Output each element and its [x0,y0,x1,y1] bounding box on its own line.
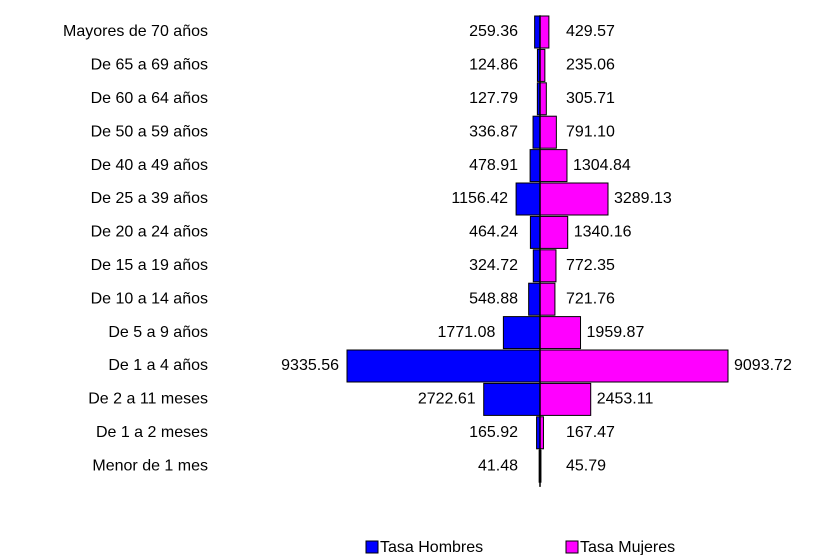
bar [483,382,541,416]
category-label: De 60 a 64 años [91,90,208,107]
value-label: 429.57 [566,23,615,40]
value-label: 1304.84 [573,157,631,174]
value-label: 2722.61 [418,391,476,408]
value-label: 259.36 [469,23,518,40]
bar [539,149,568,183]
bar [529,149,541,183]
bar [346,349,541,383]
bar [532,249,541,283]
value-label: 721.76 [566,290,615,307]
legend-label: Tasa Mujeres [580,539,675,555]
value-label: 165.92 [469,424,518,441]
category-label: De 1 a 4 años [108,357,208,374]
bar [515,182,541,216]
value-label: 1771.08 [438,324,496,341]
value-label: 127.79 [469,90,518,107]
value-label: 791.10 [566,123,615,140]
value-label: 336.87 [469,123,518,140]
category-label: Mayores de 70 años [63,23,208,40]
category-label: De 50 a 59 años [91,123,208,140]
value-label: 41.48 [478,457,518,474]
bar [529,215,541,249]
legend-swatch [565,540,579,554]
value-label: 2453.11 [597,391,654,408]
value-label: 167.47 [566,424,615,441]
category-label: De 65 a 69 años [91,57,208,74]
legend-swatch [365,540,379,554]
bar [539,282,556,316]
bar [539,115,557,149]
value-label: 324.72 [469,257,518,274]
value-label: 1156.42 [451,190,508,207]
category-label: Menor de 1 mes [92,457,208,474]
value-label: 1340.16 [574,224,632,241]
category-label: De 5 a 9 años [108,324,208,341]
category-label: De 1 a 2 meses [96,424,208,441]
bar [539,349,729,383]
category-label: De 15 a 19 años [91,257,208,274]
value-label: 464.24 [469,224,518,241]
bar [539,249,557,283]
bar [502,316,541,350]
value-label: 478.91 [469,157,518,174]
bar [539,215,569,249]
value-label: 9093.72 [734,357,792,374]
bar [534,15,541,49]
bar [539,182,609,216]
bar [539,15,550,49]
category-label: De 2 a 11 meses [88,391,208,408]
category-label: De 10 a 14 años [91,290,208,307]
value-label: 3289.13 [614,190,672,207]
category-label: De 40 a 49 años [91,157,208,174]
value-label: 45.79 [566,457,606,474]
bar [539,82,547,116]
bar [528,282,541,316]
value-label: 235.06 [566,57,615,74]
legend-label: Tasa Hombres [380,539,483,555]
bar [532,115,541,149]
bar [539,382,592,416]
value-label: 305.71 [566,90,615,107]
value-label: 1959.87 [587,324,645,341]
value-label: 9335.56 [281,357,339,374]
category-label: De 20 a 24 años [91,224,208,241]
category-label: De 25 a 39 años [91,190,208,207]
value-label: 548.88 [469,290,518,307]
value-label: 124.86 [469,57,518,74]
bar [539,316,582,350]
value-label: 772.35 [566,257,615,274]
